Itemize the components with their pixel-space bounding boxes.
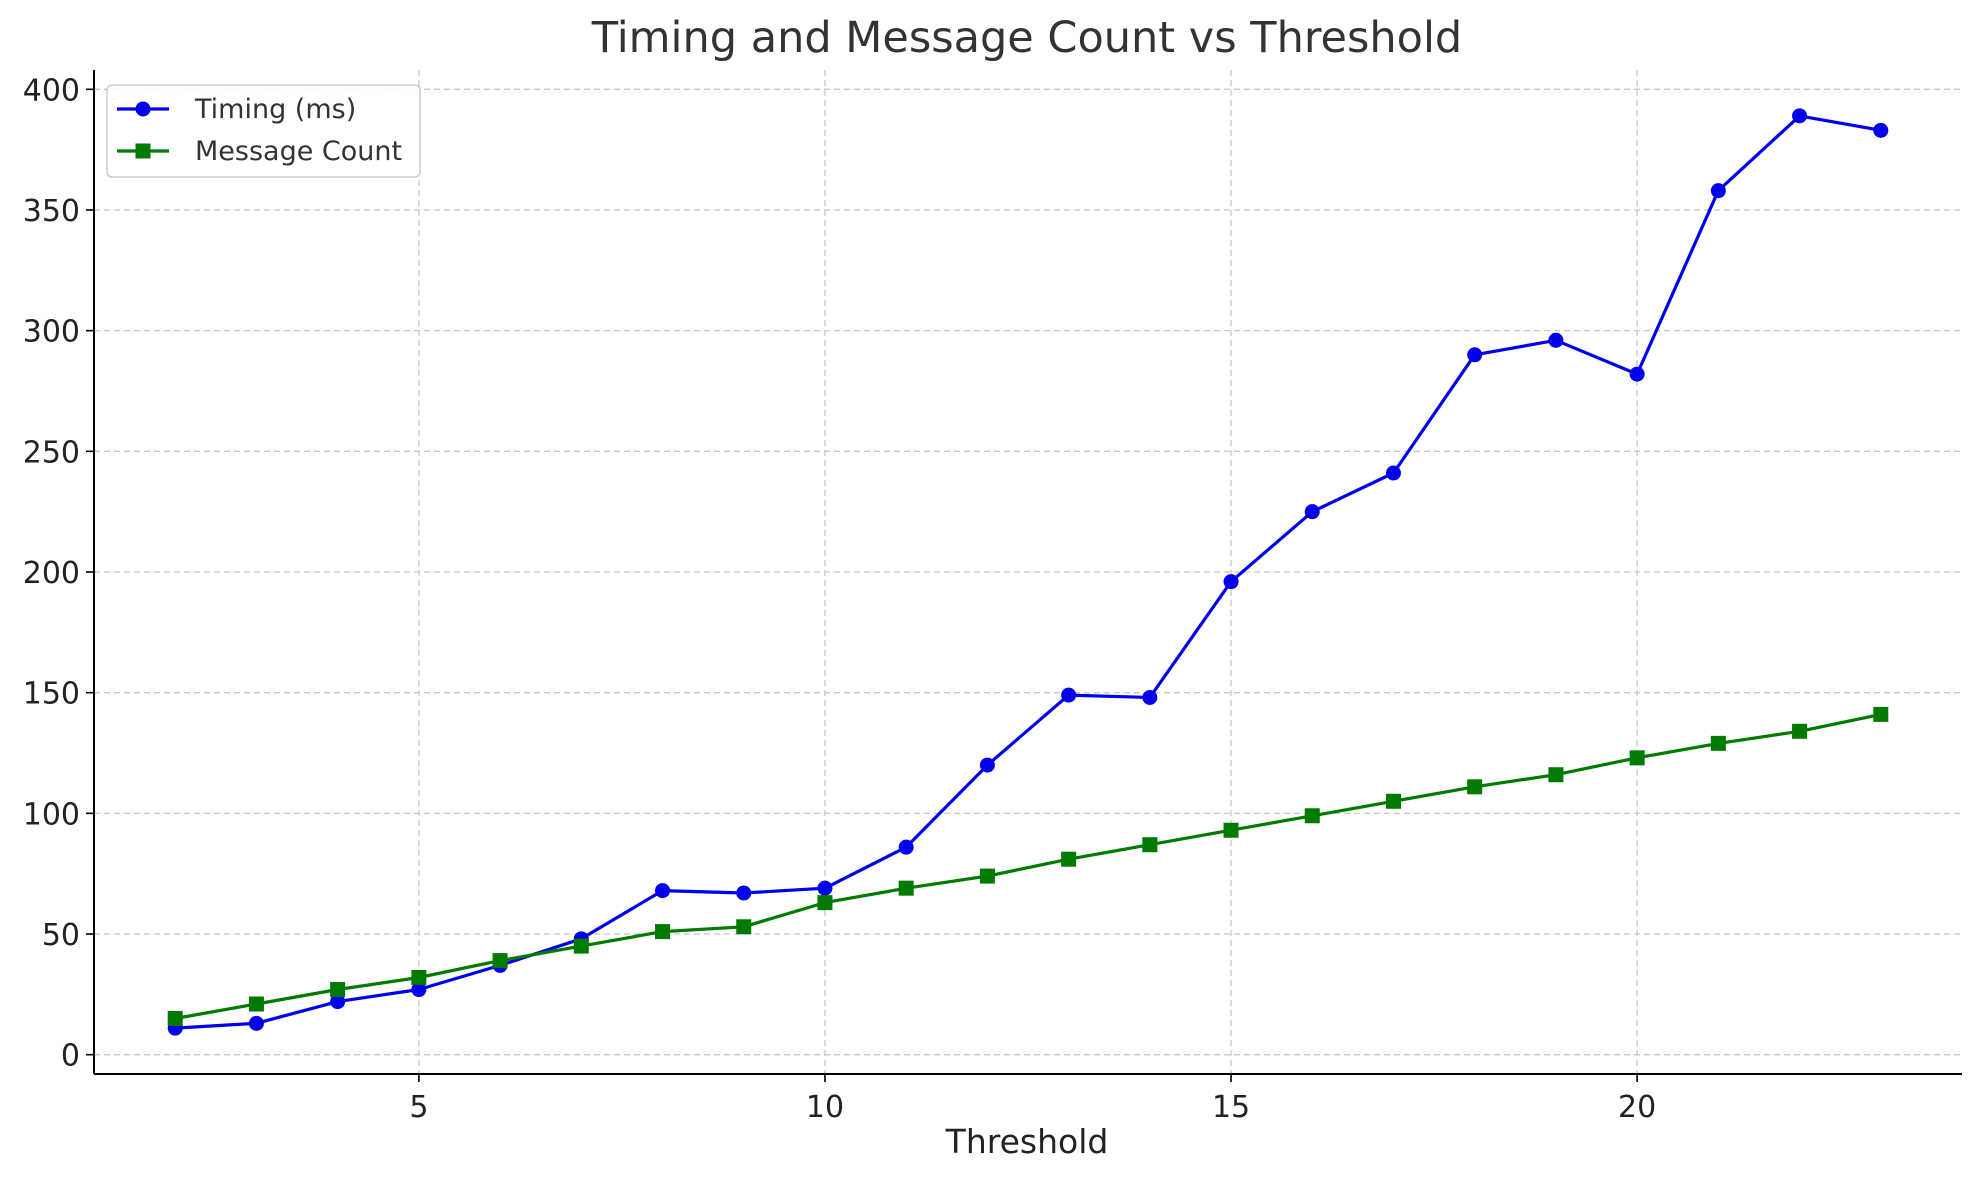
data-point (1629, 366, 1645, 382)
y-tick-label: 350 (23, 194, 80, 229)
legend-label: Message Count (195, 136, 402, 167)
x-tick-label: 15 (1212, 1090, 1250, 1125)
data-point (1873, 706, 1889, 722)
legend-item-0: Timing (ms) (117, 94, 356, 125)
y-tick-label: 150 (23, 677, 80, 712)
x-tick-label: 5 (409, 1090, 428, 1125)
data-point (736, 885, 752, 901)
series-1 (167, 706, 1889, 1026)
data-point (330, 982, 346, 998)
data-point (736, 919, 752, 935)
data-point (248, 996, 264, 1012)
data-point (1467, 779, 1483, 795)
data-point (1548, 332, 1564, 348)
y-tick-label: 400 (23, 73, 80, 108)
data-point (492, 953, 508, 969)
data-point (979, 757, 995, 773)
data-point (1385, 465, 1401, 481)
y-tick-label: 200 (23, 556, 80, 591)
data-point (898, 839, 914, 855)
data-point (1467, 347, 1483, 363)
data-point (411, 969, 427, 985)
chart-title: Timing and Message Count vs Threshold (591, 13, 1462, 63)
data-point (1061, 687, 1077, 703)
series-0 (167, 108, 1889, 1036)
data-point (1223, 574, 1239, 590)
series (167, 108, 1889, 1036)
y-tick-label: 50 (42, 918, 80, 953)
data-point (1629, 750, 1645, 766)
x-axis-label: Threshold (945, 1122, 1109, 1161)
y-tick-label: 0 (61, 1039, 80, 1074)
data-point (1792, 108, 1808, 124)
data-point (573, 938, 589, 954)
data-point (1792, 723, 1808, 739)
series-line (174, 712, 1882, 1021)
legend: Timing (ms) Message Count (106, 84, 421, 178)
data-point (1385, 793, 1401, 809)
legend-item-1: Message Count (117, 136, 402, 167)
data-point (1304, 504, 1320, 520)
data-point (898, 880, 914, 896)
data-point (1304, 808, 1320, 824)
data-point (330, 994, 346, 1010)
grid (94, 70, 1962, 1074)
data-point (979, 868, 995, 884)
data-point (1142, 690, 1158, 705)
data-point (817, 880, 833, 896)
y-tick-label: 300 (23, 315, 80, 350)
y-tick-label: 250 (23, 435, 80, 470)
data-point (167, 1010, 183, 1026)
data-point (1061, 851, 1077, 867)
legend-marker (135, 101, 151, 117)
data-point (1710, 183, 1726, 199)
data-point (655, 883, 671, 899)
data-point (1223, 822, 1239, 838)
data-point (655, 924, 671, 940)
x-tick-label: 20 (1618, 1090, 1656, 1125)
data-point (1142, 837, 1158, 853)
data-point (817, 895, 833, 911)
data-point (1710, 735, 1726, 751)
legend-label: Timing (ms) (194, 94, 356, 125)
y-tick-label: 100 (23, 797, 80, 832)
series-line (175, 114, 1882, 1030)
data-point (411, 982, 427, 998)
legend-box (106, 84, 421, 178)
data-point (248, 1015, 264, 1031)
data-point (1548, 767, 1564, 783)
legend-marker (135, 143, 151, 159)
data-point (1873, 122, 1889, 138)
x-tick-label: 10 (806, 1090, 844, 1125)
